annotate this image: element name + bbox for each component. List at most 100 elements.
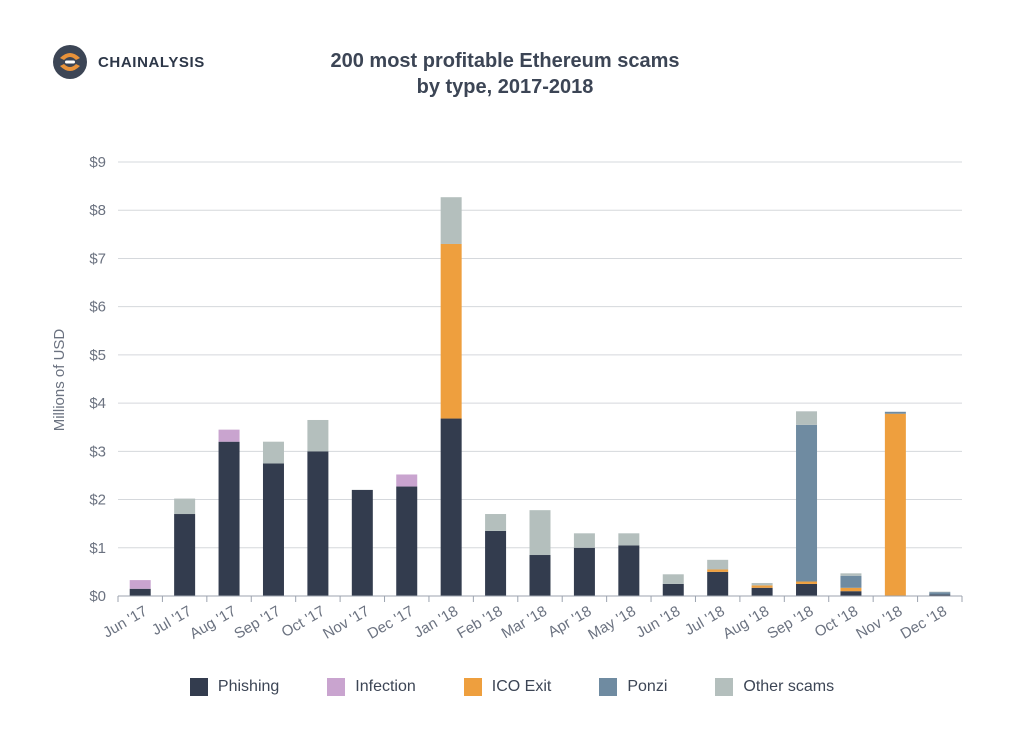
legend-label: Infection bbox=[355, 678, 416, 695]
bar-segment bbox=[174, 498, 196, 515]
x-tick-label: Dec '17 bbox=[365, 603, 417, 643]
legend-item: ICO Exit bbox=[463, 678, 552, 696]
bar-segment bbox=[485, 514, 507, 531]
bar-segment bbox=[707, 571, 729, 596]
legend-label: Other scams bbox=[743, 678, 835, 695]
bar-segment bbox=[573, 533, 595, 548]
bar-segment bbox=[840, 587, 862, 592]
bar-segment bbox=[662, 583, 684, 596]
legend-item: Other scams bbox=[715, 678, 834, 696]
x-tick-label: Nov '17 bbox=[320, 603, 372, 643]
y-tick-label: $6 bbox=[89, 299, 106, 316]
legend-swatch bbox=[715, 678, 734, 696]
bar-segment bbox=[262, 441, 284, 464]
legend-item: Ponzi bbox=[599, 678, 667, 696]
x-tick-label: Jun '18 bbox=[633, 603, 683, 642]
bar-segment bbox=[573, 547, 595, 596]
y-axis-label: Millions of USD bbox=[51, 329, 68, 432]
x-tick-label: Oct '18 bbox=[812, 603, 861, 641]
bar-segment bbox=[529, 510, 551, 556]
y-tick-label: $3 bbox=[89, 443, 106, 460]
bar-segment bbox=[440, 243, 462, 419]
bar-segment bbox=[307, 451, 329, 596]
y-tick-label: $2 bbox=[89, 492, 106, 509]
x-tick-label: Feb '18 bbox=[454, 603, 505, 643]
bar-segment bbox=[707, 559, 729, 570]
bar-segment bbox=[796, 424, 818, 582]
y-axis-tick-labels: $0 $1 $2 $3 $4 $5 $6 $7 $8 $9 bbox=[89, 154, 106, 605]
bar-segment bbox=[485, 530, 507, 596]
x-tick-label: May '18 bbox=[585, 603, 639, 644]
bar-segment bbox=[840, 573, 862, 576]
x-tick-label: Aug '18 bbox=[720, 603, 772, 643]
x-axis bbox=[117, 595, 963, 602]
bar-segment bbox=[929, 594, 951, 596]
bar-segment bbox=[307, 419, 329, 452]
legend-label: ICO Exit bbox=[491, 678, 552, 695]
legend-label: Phishing bbox=[217, 678, 280, 695]
x-tick-label: Aug '17 bbox=[187, 603, 239, 643]
bar-segment bbox=[707, 569, 729, 572]
chainalysis-logo-icon bbox=[53, 45, 87, 79]
y-tick-label: $0 bbox=[89, 588, 106, 605]
legend-swatch bbox=[463, 678, 482, 696]
bar-segment bbox=[262, 463, 284, 596]
x-tick-label: Mar '18 bbox=[499, 603, 550, 643]
y-tick-label: $8 bbox=[89, 202, 106, 219]
brand-logo: CHAINALYSIS bbox=[52, 44, 205, 80]
bar-segment bbox=[618, 533, 640, 546]
legend-swatch bbox=[327, 678, 346, 696]
legend-item: Infection bbox=[327, 678, 416, 696]
y-tick-label: $1 bbox=[89, 540, 106, 557]
bar-segment bbox=[796, 581, 818, 584]
bar-segment bbox=[840, 591, 862, 596]
x-tick-label: Nov '18 bbox=[853, 603, 905, 643]
bar-segment bbox=[440, 418, 462, 596]
y-tick-label: $5 bbox=[89, 347, 106, 364]
x-tick-label: Jun '17 bbox=[100, 603, 150, 642]
y-tick-label: $4 bbox=[89, 395, 106, 412]
x-tick-label: Jan '18 bbox=[411, 603, 461, 642]
bar-segment bbox=[751, 585, 773, 588]
bar-segment bbox=[662, 574, 684, 584]
bar-segment bbox=[929, 592, 951, 595]
x-tick-label: Jul '18 bbox=[682, 603, 728, 639]
bar-segment bbox=[529, 555, 551, 596]
bar-segment bbox=[129, 588, 151, 596]
bar-segment bbox=[796, 583, 818, 596]
x-tick-label: Dec '18 bbox=[898, 603, 950, 643]
x-tick-label: Jul '17 bbox=[149, 603, 195, 639]
bar-segment bbox=[396, 474, 418, 487]
x-tick-label: Sep '17 bbox=[231, 603, 283, 643]
legend: Phishing Infection ICO Exit Ponzi Other scam… bbox=[0, 678, 1024, 696]
x-tick-label: Sep '18 bbox=[764, 603, 816, 643]
bar-segment bbox=[618, 545, 640, 596]
x-tick-label: Oct '17 bbox=[279, 603, 328, 641]
bar-segment bbox=[396, 486, 418, 596]
bar-segment bbox=[884, 411, 906, 414]
bar-segment bbox=[929, 591, 951, 593]
bar-segment bbox=[351, 489, 373, 596]
bar-segment bbox=[218, 429, 240, 442]
bar-segment bbox=[751, 587, 773, 596]
bar-segment bbox=[129, 580, 151, 589]
chart-title-line-2: by type, 2017-2018 bbox=[416, 76, 594, 98]
legend-item: Phishing bbox=[189, 678, 280, 696]
bar-segment bbox=[840, 575, 862, 588]
bar-segment bbox=[440, 197, 462, 244]
legend-label: Ponzi bbox=[627, 678, 668, 695]
x-tick-label: Apr '18 bbox=[545, 603, 594, 641]
chart-title: 200 most profitable Ethereum scams by ty… bbox=[250, 48, 760, 100]
brand-name: CHAINALYSIS bbox=[98, 53, 205, 71]
bar-segment bbox=[751, 582, 773, 586]
y-tick-label: $7 bbox=[89, 250, 106, 267]
bar-segment bbox=[174, 514, 196, 596]
chart-title-line-1: 200 most profitable Ethereum scams bbox=[330, 50, 680, 72]
bar-segment bbox=[884, 413, 906, 596]
legend-swatch bbox=[189, 678, 208, 696]
bar-segment bbox=[218, 441, 240, 596]
y-tick-label: $9 bbox=[89, 154, 106, 171]
bars bbox=[129, 197, 951, 596]
